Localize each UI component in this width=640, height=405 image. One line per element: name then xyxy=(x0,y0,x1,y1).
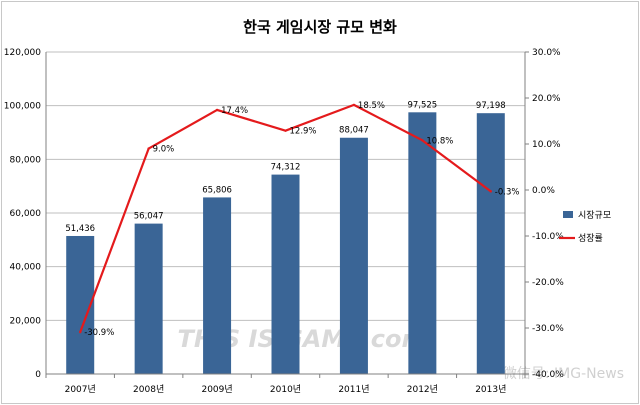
bar-value-label: 51,436 xyxy=(65,224,95,234)
bar-series xyxy=(66,112,505,374)
y-right-tick-label: 20.0% xyxy=(532,94,561,104)
bar xyxy=(203,197,232,374)
bar-value-label: 97,198 xyxy=(476,101,506,111)
y-left-tick-label: 80,000 xyxy=(10,155,42,165)
x-tick-label: 2007년 xyxy=(65,384,96,395)
y-right-tick-label: -10.0% xyxy=(532,232,564,242)
bar xyxy=(408,112,437,374)
bar-value-label: 74,312 xyxy=(271,163,301,173)
y-right-tick-label: -20.0% xyxy=(532,278,564,288)
bar xyxy=(271,174,300,374)
line-value-label: 12.9% xyxy=(290,127,317,137)
legend-bar-swatch xyxy=(563,211,573,218)
legend-line-label: 성장률 xyxy=(578,233,603,244)
axes: 0 20,000 40,000 60,000 80,000 100,000 120,000 -… xyxy=(4,48,565,395)
y-left-tick-label: 100,000 xyxy=(4,102,41,112)
line-point xyxy=(284,129,287,132)
line-value-label: 9.0% xyxy=(153,145,175,155)
x-tick-label: 2013년 xyxy=(475,384,506,395)
y-right-tick-label: 0.0% xyxy=(532,186,555,196)
y-left-tick-label: 120,000 xyxy=(4,48,41,58)
line-point xyxy=(489,190,492,193)
line-value-label: -30.9% xyxy=(84,328,114,338)
bar xyxy=(476,113,505,374)
bar xyxy=(134,223,163,374)
watermark-wechat: 微信号: IMG-News xyxy=(503,366,624,382)
bar-value-label: 65,806 xyxy=(202,185,232,195)
line-point xyxy=(215,108,219,112)
x-tick-label: 2010년 xyxy=(270,384,301,395)
line-value-label: 17.4% xyxy=(221,106,248,116)
line-point xyxy=(421,139,424,142)
y-right-tick-label: 10.0% xyxy=(532,140,561,150)
y-left-tick-label: 0 xyxy=(35,370,41,380)
bar xyxy=(339,137,368,374)
y-left-tick-label: 60,000 xyxy=(10,209,42,219)
y-right-tick-label: -40.0% xyxy=(532,370,564,380)
bar-value-label: 88,047 xyxy=(339,126,369,136)
y-left-tick-label: 20,000 xyxy=(10,316,42,326)
y-left-tick-label: 40,000 xyxy=(10,263,42,273)
line-value-label: 10.8% xyxy=(426,136,453,146)
y-right-tick-label: -30.0% xyxy=(532,324,564,334)
bar-value-label: 97,525 xyxy=(407,100,437,110)
data-labels: 51,436 56,047 65,806 74,312 88,047 97,525 97,1… xyxy=(65,100,519,338)
x-tick-label: 2011년 xyxy=(338,384,369,395)
line-value-label: -0.3% xyxy=(495,187,520,197)
legend-bar-label: 시장규모 xyxy=(578,210,611,221)
x-tick-label: 2009년 xyxy=(201,384,232,395)
y-right-tick-label: 30.0% xyxy=(532,48,561,58)
bar-value-label: 56,047 xyxy=(134,212,164,222)
chart-title: 한국 게임시장 규모 변화 xyxy=(243,18,397,36)
line-value-label: 18.5% xyxy=(358,101,385,111)
x-tick-label: 2012년 xyxy=(407,384,438,395)
line-point xyxy=(79,330,82,334)
x-tick-label: 2008년 xyxy=(133,384,164,395)
line-point xyxy=(147,147,150,150)
line-point xyxy=(352,103,356,107)
line-series xyxy=(79,103,492,334)
